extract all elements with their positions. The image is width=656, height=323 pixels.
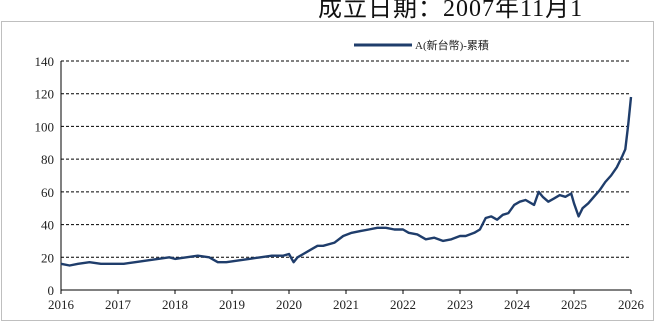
y-tick-label: 40: [41, 218, 54, 233]
x-tick-label: 2025: [561, 297, 587, 312]
x-tick-label: 2018: [162, 297, 188, 312]
legend: A(新台幣)-累積: [354, 38, 489, 52]
tick-labels: 0 20 40 60 80 100 120 140 2016 2017 2018 2019 2020 20…: [35, 54, 645, 312]
y-tick-label: 80: [41, 152, 54, 167]
y-tick-label: 0: [48, 283, 55, 298]
x-tick-label: 2017: [105, 297, 132, 312]
x-tick-label: 2026: [618, 297, 645, 312]
y-tick-label: 100: [35, 119, 55, 134]
series-lines: [60, 96, 633, 267]
x-tick-label: 2019: [219, 297, 245, 312]
x-tick-label: 2023: [447, 297, 473, 312]
chart-frame: [1, 21, 654, 321]
legend-label: A(新台幣)-累積: [415, 38, 489, 52]
top-caption: 成立日期：2007年11月1: [318, 0, 584, 22]
y-tick-label: 60: [41, 185, 54, 200]
x-tick-label: 2021: [333, 297, 359, 312]
y-tick-label: 20: [41, 250, 54, 265]
series-line: [60, 96, 633, 267]
x-tick-label: 2016: [48, 297, 75, 312]
y-tick-label: 140: [35, 54, 55, 69]
x-tick-label: 2022: [390, 297, 416, 312]
x-tick-label: 2024: [504, 297, 531, 312]
axes: [60, 61, 632, 294]
y-tick-label: 120: [35, 87, 55, 102]
gridlines: [61, 60, 631, 258]
x-tick-label: 2020: [276, 297, 302, 312]
